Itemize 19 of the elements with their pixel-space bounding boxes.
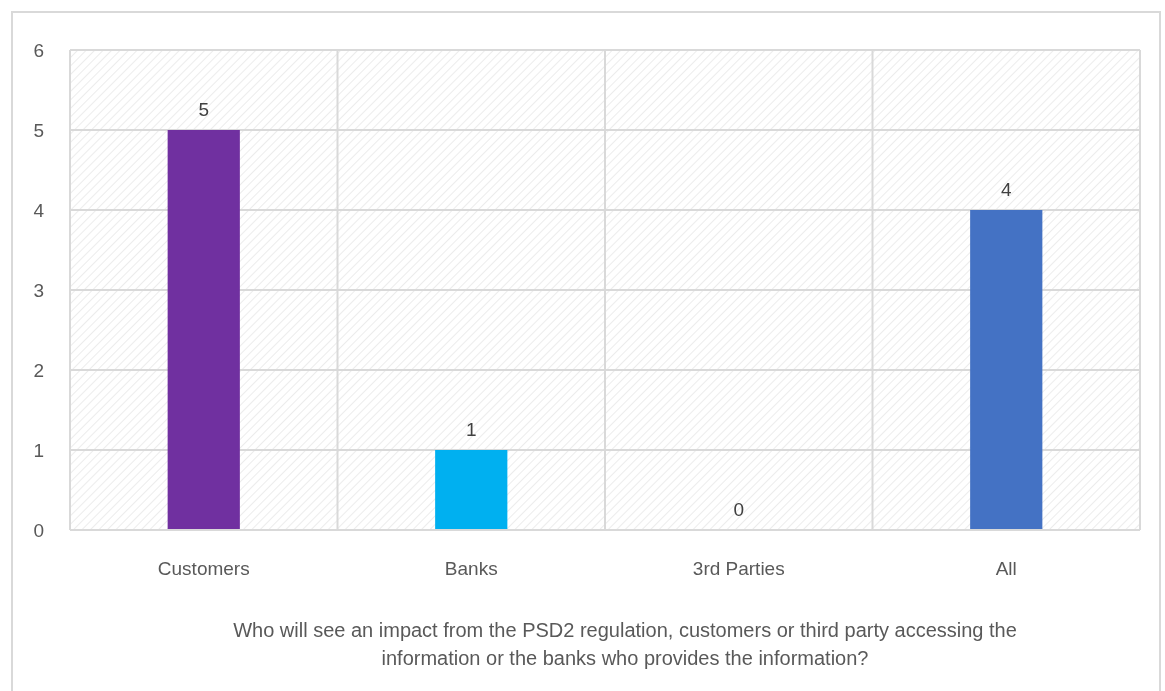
- x-tick-label: 3rd Parties: [692, 558, 785, 579]
- x-tick-label: All: [995, 558, 1017, 579]
- x-axis-title: Who will see an impact from the PSD2 regulation, customers or third party accessing the information or the banks who provides the information?: [233, 619, 1017, 669]
- y-tick-label: 1: [33, 439, 44, 461]
- bar: [435, 450, 508, 530]
- x-tick-label: Customers: [157, 558, 250, 579]
- x-tick-label: Banks: [444, 558, 498, 579]
- bar: [970, 210, 1043, 530]
- y-tick-label: 4: [33, 199, 45, 221]
- y-tick-label: 5: [33, 119, 44, 141]
- y-tick-label: 0: [33, 519, 44, 541]
- data-label: 0: [733, 499, 745, 520]
- bar: [167, 130, 240, 530]
- data-label: 1: [465, 419, 477, 440]
- y-tick-label: 3: [33, 279, 44, 301]
- y-tick-label: 2: [33, 359, 44, 381]
- data-label: 5: [198, 99, 210, 120]
- y-tick-label: 6: [33, 39, 44, 61]
- data-label: 4: [1000, 179, 1012, 200]
